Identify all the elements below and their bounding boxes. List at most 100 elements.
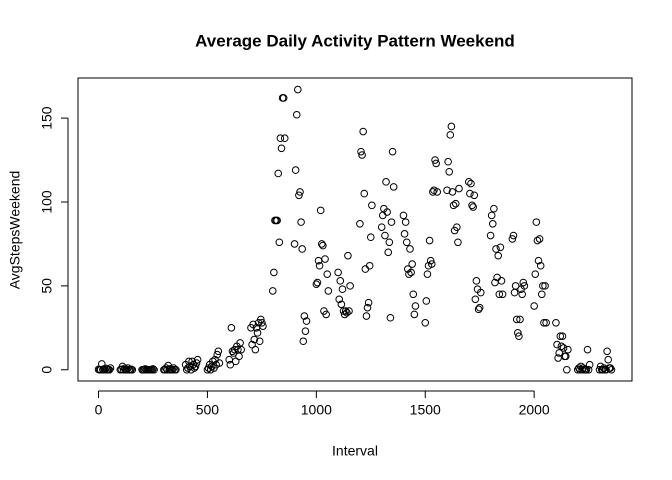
point: [402, 238, 411, 247]
point: [291, 166, 300, 174]
point: [312, 280, 321, 288]
point: [468, 201, 476, 210]
point: [322, 310, 330, 319]
point: [337, 300, 346, 309]
point: [300, 312, 309, 320]
point: [467, 179, 475, 188]
point: [253, 329, 262, 337]
point: [191, 362, 200, 371]
point: [255, 337, 264, 346]
point: [606, 364, 615, 372]
point: [447, 122, 456, 131]
point: [295, 191, 303, 200]
point: [471, 295, 480, 304]
point: [465, 178, 473, 186]
point: [389, 183, 398, 191]
x-tick-label: 500: [196, 402, 220, 418]
point: [301, 327, 310, 335]
point: [433, 188, 442, 196]
point: [453, 223, 461, 231]
point: [268, 287, 277, 295]
point: [279, 94, 288, 102]
point: [532, 218, 541, 226]
point: [319, 241, 327, 250]
point: [409, 290, 418, 299]
point: [559, 344, 568, 352]
point: [274, 169, 283, 178]
point: [106, 364, 115, 372]
point: [490, 204, 498, 213]
point: [128, 365, 137, 374]
point: [168, 365, 177, 374]
x-tick-label: 2000: [519, 402, 550, 418]
point: [102, 364, 110, 373]
point: [429, 188, 437, 196]
point: [250, 335, 259, 344]
point: [226, 360, 235, 369]
point: [474, 305, 483, 314]
point: [511, 282, 520, 290]
point: [421, 318, 430, 327]
point: [377, 223, 386, 231]
point: [604, 355, 613, 364]
point: [336, 277, 345, 285]
point: [213, 350, 222, 359]
point: [519, 278, 528, 287]
point: [411, 302, 420, 310]
point: [363, 303, 372, 312]
point: [518, 290, 526, 299]
point: [446, 131, 455, 139]
point: [381, 231, 389, 240]
point: [584, 365, 593, 374]
x-tick-label: 1000: [301, 402, 332, 418]
x-tick-label: 1500: [410, 402, 441, 418]
point: [542, 318, 550, 327]
point: [259, 322, 267, 330]
point: [498, 290, 507, 299]
point: [431, 156, 439, 164]
point: [423, 270, 432, 278]
point: [427, 260, 436, 268]
point: [193, 355, 202, 364]
point: [432, 159, 440, 168]
point: [273, 216, 281, 225]
point: [280, 134, 289, 143]
y-axis-label: AvgStepsWeekend: [7, 171, 23, 290]
point: [356, 219, 364, 228]
point: [338, 285, 347, 294]
point: [410, 310, 419, 319]
point: [258, 318, 266, 327]
point: [536, 261, 545, 270]
point: [492, 245, 500, 253]
point: [448, 188, 457, 196]
point: [508, 235, 517, 243]
point: [192, 359, 201, 367]
point: [455, 184, 463, 193]
point: [445, 167, 454, 176]
point: [399, 211, 408, 220]
point: [537, 290, 546, 299]
point: [346, 282, 354, 290]
point: [228, 347, 237, 356]
y-tick-label: 100: [39, 190, 55, 214]
point: [384, 248, 393, 257]
point: [123, 365, 131, 374]
point: [296, 188, 304, 196]
point: [172, 365, 180, 374]
point: [509, 231, 518, 240]
point: [583, 345, 592, 354]
point: [345, 307, 353, 315]
point: [451, 199, 460, 208]
point: [357, 147, 365, 156]
point: [541, 282, 549, 290]
y-tick-label: 0: [39, 366, 55, 374]
point: [302, 317, 311, 325]
point: [299, 337, 308, 346]
point: [512, 315, 521, 324]
point: [256, 315, 265, 324]
point: [422, 297, 431, 305]
point: [535, 235, 544, 243]
point: [405, 270, 413, 278]
point: [497, 277, 506, 285]
